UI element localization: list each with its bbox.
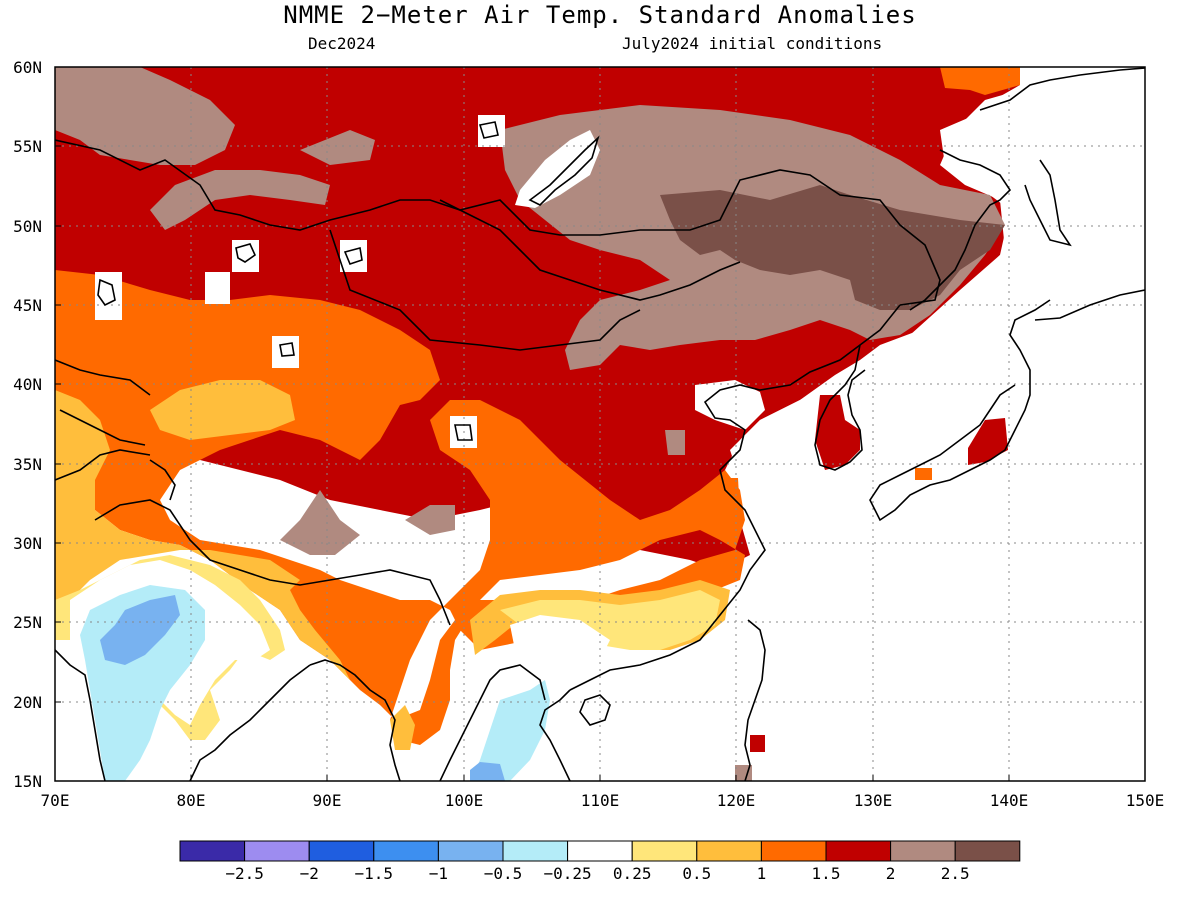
ocean-no-data [730, 67, 1145, 781]
colorbar-swatch [308, 840, 375, 862]
forecast-month: Dec2024 [308, 34, 376, 53]
anomaly-region-2-5 [150, 170, 330, 230]
anomaly-region-neg-0-5 [100, 595, 180, 665]
colorbar-swatch [179, 840, 246, 862]
lon-label: 110E [581, 791, 620, 810]
lat-label: 30N [13, 534, 42, 553]
lon-label: 80E [177, 791, 206, 810]
anomaly-region-1-5 [940, 67, 1020, 95]
colorbar-label: −2 [300, 864, 319, 883]
colorbar-swatch [631, 840, 698, 862]
anomaly-region-2 [750, 735, 765, 752]
colorbar-label: 1.5 [812, 864, 841, 883]
lat-label: 40N [13, 375, 42, 394]
colorbar-swatch [373, 840, 439, 862]
colorbar-label: 1 [757, 864, 767, 883]
anomaly-region-near-zero [510, 615, 610, 665]
ocean-no-data [695, 380, 765, 430]
shaded-field [55, 67, 1145, 781]
colorbar-swatch [502, 840, 569, 862]
anomaly-region-2-5 [300, 130, 375, 165]
lon-label: 150E [1126, 791, 1165, 810]
lat-label: 45N [13, 296, 42, 315]
colorbar-swatch [244, 840, 310, 862]
lon-label: 120E [717, 791, 756, 810]
anomaly-region-2-5 [280, 490, 360, 555]
lon-label: 130E [854, 791, 893, 810]
colorbar-swatch [890, 840, 956, 862]
lake-mask [95, 115, 1015, 448]
anomaly-region-2 [815, 395, 860, 470]
colorbar-label: 0.5 [682, 864, 711, 883]
anomaly-region-1 [390, 705, 415, 750]
anomaly-region-1 [55, 390, 350, 680]
anomaly-region-neg-0-5 [470, 762, 505, 781]
anomaly-region-2 [968, 418, 1008, 465]
lon-label: 90E [313, 791, 342, 810]
coastlines-borders [55, 67, 1145, 781]
anomaly-region-2-5 [55, 67, 235, 165]
lat-label: 35N [13, 455, 42, 474]
colorbar-label: −0.25 [544, 864, 592, 883]
colorbar-swatch [567, 840, 633, 862]
colorbar-swatch [760, 840, 827, 862]
anomaly-region-2-5 [735, 765, 752, 781]
anomaly-region-2-5 [405, 505, 455, 535]
lon-label: 140E [990, 791, 1029, 810]
colorbar-label: −0.5 [484, 864, 523, 883]
colorbar-label: 0.25 [613, 864, 652, 883]
lat-label: 50N [13, 217, 42, 236]
colorbar-swatch [437, 840, 504, 862]
anomaly-region-neg-0-25 [470, 680, 550, 781]
lat-label: 60N [13, 58, 42, 77]
lon-label: 70E [41, 791, 70, 810]
lat-label: 25N [13, 613, 42, 632]
colorbar-label: 2.5 [941, 864, 970, 883]
anomaly-region-1-5 [915, 468, 932, 480]
lat-label: 55N [13, 137, 42, 156]
colorbar-label: 2 [886, 864, 896, 883]
lat-label: 20N [13, 693, 42, 712]
graticule [55, 67, 1145, 781]
anomaly-region-gt-2-5 [660, 185, 1005, 310]
initial-conditions: July2024 initial conditions [622, 34, 883, 53]
colorbar-swatch [954, 840, 1021, 862]
colorbar-swatch [696, 840, 762, 862]
colorbar-label: −1.5 [355, 864, 394, 883]
anomaly-region-2-5 [665, 430, 685, 455]
colorbar-label: −2.5 [225, 864, 264, 883]
anomaly-region-1 [150, 380, 295, 440]
colorbar-swatch [825, 840, 892, 862]
colorbar-label: −1 [429, 864, 448, 883]
axis-ticks [55, 145, 1010, 781]
lat-label: 15N [13, 772, 42, 791]
lon-label: 100E [445, 791, 484, 810]
colorbar: −2.5 −2 −1.5 −1 −0.5 −0.25 0.25 0.5 1 1.5 2 2.5 [179, 840, 1021, 883]
map-title: NMME 2−Meter Air Temp. Standard Anomalie… [283, 1, 917, 29]
anomaly-region-0-5 [500, 590, 720, 650]
